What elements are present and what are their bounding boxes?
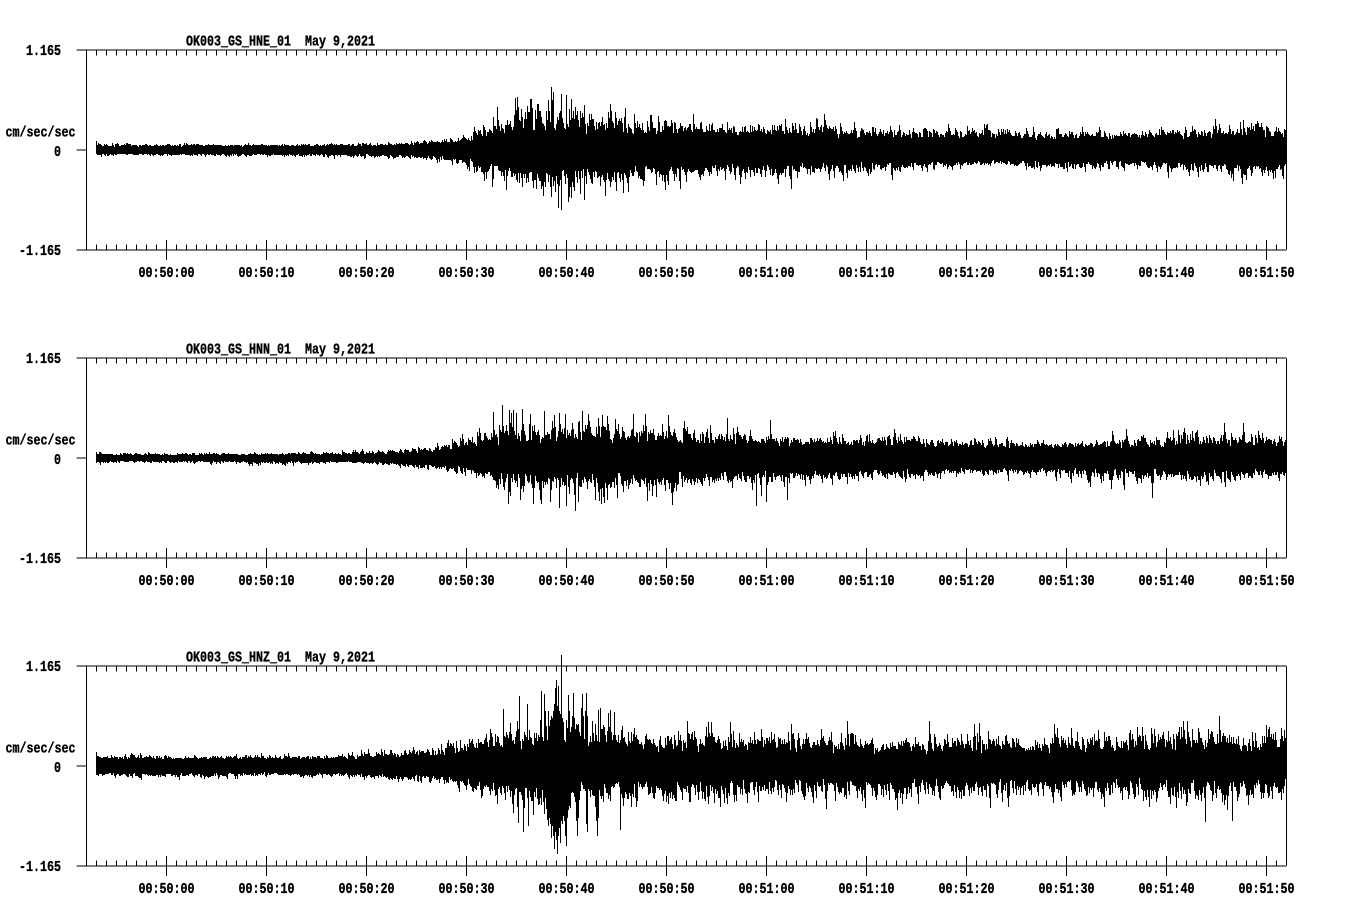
svg-text:cm/sec/sec: cm/sec/sec: [6, 434, 76, 450]
svg-text:00:51:20: 00:51:20: [939, 882, 995, 898]
svg-text:00:50:20: 00:50:20: [339, 882, 395, 898]
svg-text:0: 0: [54, 453, 61, 469]
svg-text:00:50:20: 00:50:20: [339, 266, 395, 282]
svg-text:OK003_GS_HNN_01: OK003_GS_HNN_01: [186, 343, 291, 359]
svg-text:OK003_GS_HNE_01: OK003_GS_HNE_01: [186, 35, 291, 51]
svg-text:1.165: 1.165: [26, 44, 61, 60]
svg-text:cm/sec/sec: cm/sec/sec: [6, 126, 76, 142]
svg-text:00:51:30: 00:51:30: [1039, 266, 1095, 282]
svg-text:00:51:00: 00:51:00: [739, 266, 795, 282]
svg-text:0: 0: [54, 761, 61, 777]
svg-text:cm/sec/sec: cm/sec/sec: [6, 742, 76, 758]
svg-text:00:50:50: 00:50:50: [639, 266, 695, 282]
svg-text:00:50:30: 00:50:30: [439, 882, 495, 898]
svg-text:00:51:50: 00:51:50: [1239, 882, 1295, 898]
svg-text:00:51:10: 00:51:10: [839, 882, 895, 898]
svg-text:OK003_GS_HNZ_01: OK003_GS_HNZ_01: [186, 651, 291, 667]
svg-text:00:51:10: 00:51:10: [839, 574, 895, 590]
svg-text:00:51:40: 00:51:40: [1139, 266, 1195, 282]
svg-text:00:50:00: 00:50:00: [139, 574, 195, 590]
svg-text:00:50:20: 00:50:20: [339, 574, 395, 590]
svg-text:00:50:10: 00:50:10: [239, 574, 295, 590]
svg-text:00:51:40: 00:51:40: [1139, 882, 1195, 898]
svg-text:00:50:40: 00:50:40: [539, 882, 595, 898]
svg-text:00:51:30: 00:51:30: [1039, 574, 1095, 590]
svg-text:00:50:00: 00:50:00: [139, 266, 195, 282]
svg-text:00:50:10: 00:50:10: [239, 266, 295, 282]
svg-text:00:51:30: 00:51:30: [1039, 882, 1095, 898]
svg-text:00:51:50: 00:51:50: [1239, 574, 1295, 590]
svg-text:00:51:20: 00:51:20: [939, 574, 995, 590]
svg-text:00:51:20: 00:51:20: [939, 266, 995, 282]
svg-text:00:50:00: 00:50:00: [139, 882, 195, 898]
svg-text:00:50:30: 00:50:30: [439, 266, 495, 282]
svg-text:1.165: 1.165: [26, 660, 61, 676]
svg-text:-1.165: -1.165: [19, 552, 61, 568]
svg-text:00:51:50: 00:51:50: [1239, 266, 1295, 282]
svg-text:0: 0: [54, 145, 61, 161]
svg-text:-1.165: -1.165: [19, 244, 61, 260]
svg-text:00:51:10: 00:51:10: [839, 266, 895, 282]
svg-text:-1.165: -1.165: [19, 860, 61, 876]
svg-text:00:50:50: 00:50:50: [639, 882, 695, 898]
svg-text:00:51:40: 00:51:40: [1139, 574, 1195, 590]
svg-text:00:50:50: 00:50:50: [639, 574, 695, 590]
svg-text:1.165: 1.165: [26, 352, 61, 368]
svg-text:00:50:40: 00:50:40: [539, 266, 595, 282]
svg-text:00:51:00: 00:51:00: [739, 882, 795, 898]
svg-text:00:50:40: 00:50:40: [539, 574, 595, 590]
svg-text:May 9,2021: May 9,2021: [305, 651, 375, 667]
svg-text:00:50:30: 00:50:30: [439, 574, 495, 590]
svg-text:00:51:00: 00:51:00: [739, 574, 795, 590]
svg-text:00:50:10: 00:50:10: [239, 882, 295, 898]
svg-text:May 9,2021: May 9,2021: [305, 343, 375, 359]
svg-text:May 9,2021: May 9,2021: [305, 35, 375, 51]
